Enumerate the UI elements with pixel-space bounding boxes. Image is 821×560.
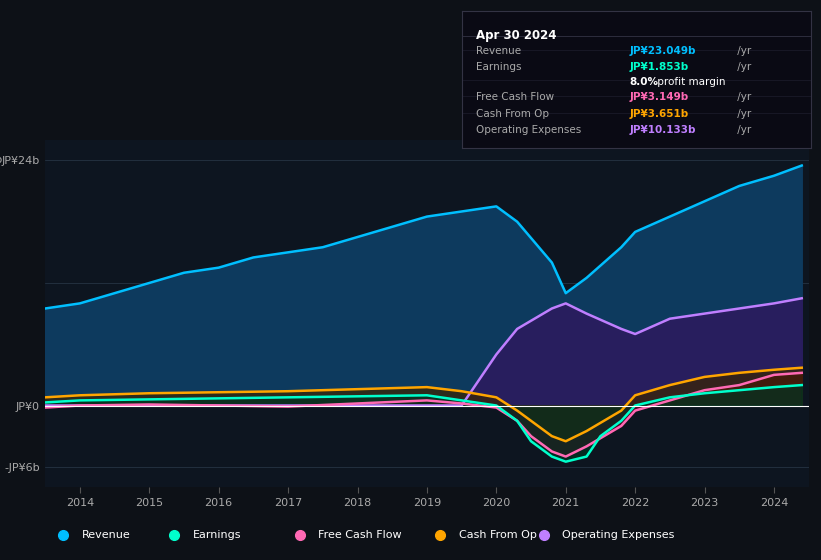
Text: JP¥23.049b: JP¥23.049b (630, 45, 696, 55)
Text: Operating Expenses: Operating Expenses (562, 530, 674, 540)
Text: 8.0%: 8.0% (630, 77, 658, 87)
Text: Apr 30 2024: Apr 30 2024 (476, 29, 557, 42)
Text: Operating Expenses: Operating Expenses (476, 125, 581, 135)
Text: profit margin: profit margin (654, 77, 726, 87)
Text: /yr: /yr (735, 92, 752, 102)
Text: Free Cash Flow: Free Cash Flow (319, 530, 401, 540)
Text: Revenue: Revenue (82, 530, 131, 540)
Text: Earnings: Earnings (476, 62, 521, 72)
Text: Cash From Op: Cash From Op (459, 530, 536, 540)
Text: JP¥10.133b: JP¥10.133b (630, 125, 696, 135)
Text: Cash From Op: Cash From Op (476, 109, 549, 119)
Text: JP¥1.853b: JP¥1.853b (630, 62, 689, 72)
Text: /yr: /yr (735, 45, 752, 55)
Text: JP¥3.149b: JP¥3.149b (630, 92, 689, 102)
Text: JP¥3.651b: JP¥3.651b (630, 109, 689, 119)
Text: /yr: /yr (735, 62, 752, 72)
Text: Revenue: Revenue (476, 45, 521, 55)
Text: Free Cash Flow: Free Cash Flow (476, 92, 554, 102)
Text: /yr: /yr (735, 125, 752, 135)
Text: Earnings: Earnings (192, 530, 241, 540)
Text: JP¥24b: JP¥24b (0, 156, 3, 165)
Text: /yr: /yr (735, 109, 752, 119)
